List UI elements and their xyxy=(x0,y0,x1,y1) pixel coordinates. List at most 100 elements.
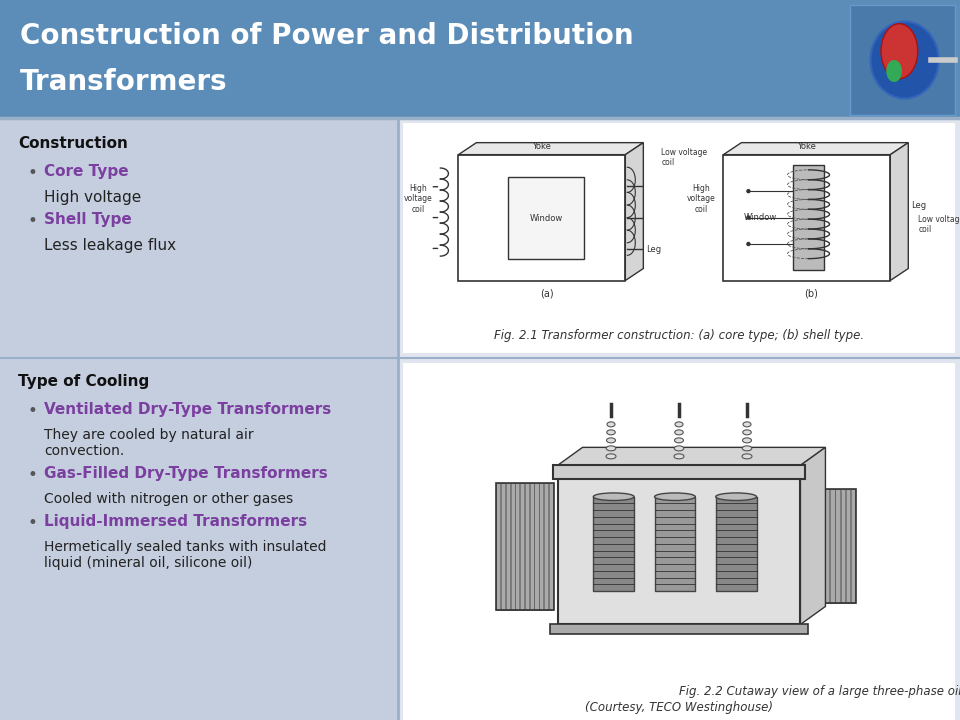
Bar xyxy=(850,5,955,115)
Text: Gas-Filled Dry-Type Transformers: Gas-Filled Dry-Type Transformers xyxy=(44,466,327,481)
Bar xyxy=(549,624,808,634)
Ellipse shape xyxy=(607,446,615,451)
Ellipse shape xyxy=(607,422,615,427)
Bar xyxy=(535,483,539,610)
Ellipse shape xyxy=(742,454,752,459)
Bar xyxy=(724,155,890,281)
Bar xyxy=(398,118,960,720)
Text: Leg: Leg xyxy=(646,245,661,254)
Bar xyxy=(496,483,554,610)
Polygon shape xyxy=(724,143,908,155)
Bar xyxy=(549,483,553,610)
Bar xyxy=(553,465,805,480)
Text: Yoke: Yoke xyxy=(798,142,816,150)
Bar xyxy=(516,483,519,610)
Text: Window: Window xyxy=(529,214,563,222)
Bar xyxy=(809,489,814,603)
Text: Fig. 2.1 Transformer construction: (a) core type; (b) shell type.: Fig. 2.1 Transformer construction: (a) c… xyxy=(494,328,864,341)
Text: Fig. 2.2 Cutaway view of a large three-phase oil-cooled power transformer.: Fig. 2.2 Cutaway view of a large three-p… xyxy=(679,685,960,698)
Circle shape xyxy=(747,189,750,193)
Text: Yoke: Yoke xyxy=(533,142,551,150)
Bar xyxy=(511,483,515,610)
Text: •: • xyxy=(28,466,37,484)
Text: •: • xyxy=(28,212,37,230)
Text: Type of Cooling: Type of Cooling xyxy=(18,374,149,389)
Text: Construction of Power and Distribution: Construction of Power and Distribution xyxy=(20,22,634,50)
Ellipse shape xyxy=(886,60,902,82)
Bar xyxy=(804,489,808,603)
Bar xyxy=(835,489,840,603)
Text: Transformers: Transformers xyxy=(20,68,228,96)
Ellipse shape xyxy=(716,493,756,500)
Text: Construction: Construction xyxy=(18,136,128,151)
Ellipse shape xyxy=(607,430,615,435)
Text: Ventilated Dry-Type Transformers: Ventilated Dry-Type Transformers xyxy=(44,402,331,417)
Ellipse shape xyxy=(743,430,752,435)
Ellipse shape xyxy=(593,493,635,500)
Text: (Courtesy, TECO Westinghouse): (Courtesy, TECO Westinghouse) xyxy=(585,701,773,714)
Bar xyxy=(525,483,529,610)
Bar xyxy=(820,489,825,603)
Ellipse shape xyxy=(607,438,615,443)
Bar xyxy=(506,483,510,610)
Circle shape xyxy=(747,216,750,219)
Bar xyxy=(459,155,625,281)
Bar xyxy=(655,497,695,591)
Ellipse shape xyxy=(675,438,684,443)
Text: High voltage: High voltage xyxy=(44,190,141,205)
Bar xyxy=(530,483,534,610)
Text: Less leakage flux: Less leakage flux xyxy=(44,238,176,253)
Text: High
voltage
coil: High voltage coil xyxy=(687,184,716,214)
Bar xyxy=(841,489,845,603)
Ellipse shape xyxy=(881,24,918,78)
Bar xyxy=(540,483,543,610)
Polygon shape xyxy=(625,143,643,281)
Text: Shell Type: Shell Type xyxy=(44,212,132,227)
Text: (b): (b) xyxy=(804,289,819,299)
Text: Liquid-Immersed Transformers: Liquid-Immersed Transformers xyxy=(44,514,307,529)
Bar xyxy=(520,483,524,610)
Bar xyxy=(830,489,834,603)
Text: •: • xyxy=(28,514,37,532)
Bar xyxy=(558,475,801,624)
Text: Window: Window xyxy=(743,213,777,222)
Text: They are cooled by natural air
convection.: They are cooled by natural air convectio… xyxy=(44,428,253,458)
Polygon shape xyxy=(459,143,643,155)
Text: •: • xyxy=(28,402,37,420)
Bar xyxy=(794,165,824,271)
Bar xyxy=(846,489,850,603)
Text: •: • xyxy=(28,164,37,182)
Text: Leg: Leg xyxy=(911,201,926,210)
Text: Hermetically sealed tanks with insulated
liquid (mineral oil, silicone oil): Hermetically sealed tanks with insulated… xyxy=(44,540,326,570)
Text: High
voltage
coil: High voltage coil xyxy=(404,184,433,214)
Bar xyxy=(593,497,635,591)
Bar xyxy=(815,489,819,603)
Bar xyxy=(825,489,829,603)
Ellipse shape xyxy=(743,422,751,427)
Text: Low voltage
coil: Low voltage coil xyxy=(919,215,960,234)
Text: Cooled with nitrogen or other gases: Cooled with nitrogen or other gases xyxy=(44,492,293,506)
Bar xyxy=(496,483,500,610)
Polygon shape xyxy=(801,447,826,624)
Text: (a): (a) xyxy=(540,289,553,299)
Circle shape xyxy=(747,243,750,246)
Bar xyxy=(0,0,960,118)
Polygon shape xyxy=(558,447,826,465)
Bar xyxy=(544,483,548,610)
Text: Core Type: Core Type xyxy=(44,164,129,179)
Bar xyxy=(403,123,955,353)
Bar xyxy=(851,489,855,603)
Ellipse shape xyxy=(606,454,616,459)
Bar xyxy=(804,489,856,603)
Text: Low voltage
coil: Low voltage coil xyxy=(661,148,708,168)
Ellipse shape xyxy=(674,446,684,451)
Bar xyxy=(403,363,955,720)
Ellipse shape xyxy=(871,22,939,99)
Ellipse shape xyxy=(675,422,683,427)
Bar xyxy=(501,483,505,610)
Ellipse shape xyxy=(675,430,684,435)
Polygon shape xyxy=(890,143,908,281)
Ellipse shape xyxy=(742,438,752,443)
Bar xyxy=(716,497,756,591)
Ellipse shape xyxy=(655,493,695,500)
